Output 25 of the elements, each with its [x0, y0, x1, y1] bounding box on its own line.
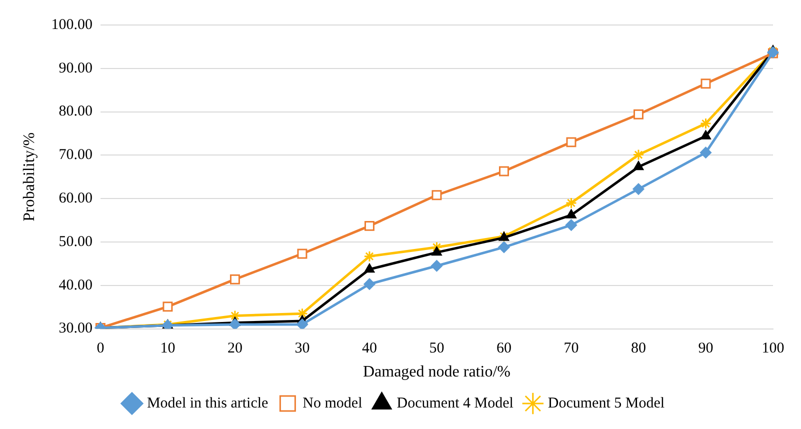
x-tick-label: 30: [294, 340, 310, 357]
x-tick-label: 20: [227, 340, 242, 357]
x-tick-label: 60: [496, 340, 512, 357]
y-axis-title: Probability/%: [20, 132, 38, 222]
x-tick-label: 90: [698, 340, 714, 357]
legend-label: Document 5 Model: [548, 395, 665, 412]
legend-label: Document 4 Model: [396, 395, 514, 412]
y-tick-label: 80.00: [58, 104, 92, 120]
x-tick-label: 80: [630, 340, 646, 357]
y-tick-label: 90.00: [58, 60, 92, 76]
x-tick-label: 50: [429, 340, 444, 357]
x-axis-title: Damaged node ratio/%: [362, 364, 510, 381]
x-tick-label: 10: [160, 340, 176, 357]
y-tick-label: 60.00: [58, 190, 92, 207]
y-tick-label: 100.00: [51, 16, 92, 33]
y-tick-label: 50.00: [58, 234, 92, 250]
legend-label: Model in this article: [146, 395, 269, 412]
x-tick-label: 70: [564, 340, 579, 357]
x-tick-label: 40: [362, 340, 377, 357]
y-tick-label: 30.00: [58, 320, 92, 337]
x-tick-label: 0: [96, 340, 104, 357]
y-tick-label: 70.00: [58, 147, 92, 164]
legend-label: No model: [302, 395, 362, 412]
x-tick-label: 100: [762, 340, 784, 357]
y-tick-label: 40.00: [58, 277, 92, 294]
